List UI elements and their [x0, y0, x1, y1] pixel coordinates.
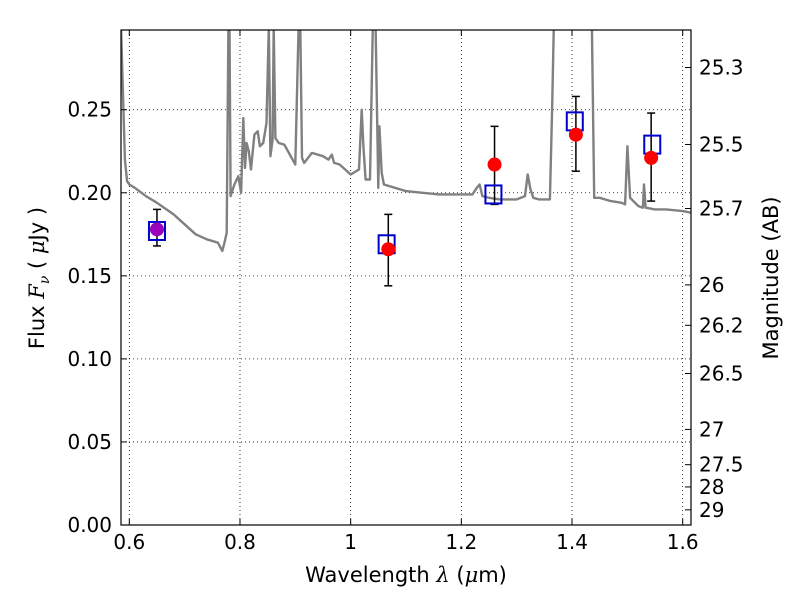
y-tick-label: 0.20	[67, 181, 112, 205]
ticks: 0.6 0.8 1 1.2 1.4 1.6 0.00 0.05 0.10 0.15 0.20 0.25…	[67, 30, 744, 554]
x-tick-label: 0.6	[113, 530, 145, 554]
observed-circle-marker	[149, 222, 164, 237]
spectrum-line-group	[121, 30, 691, 253]
magnitude-tick-label: 25.5	[699, 132, 744, 156]
magnitude-tick-label: 26	[699, 273, 724, 297]
model-square-marker	[484, 184, 503, 205]
markers	[147, 111, 662, 257]
spectrum-line	[121, 30, 691, 253]
x-tick-label: 1.6	[667, 530, 699, 554]
x-axis-label: Wavelength λ (μm)	[305, 563, 507, 587]
x-tick-label: 0.8	[224, 530, 256, 554]
magnitude-tick-label: 27	[699, 417, 724, 441]
magnitude-axis-label: Magnitude (AB)	[759, 196, 783, 359]
x-tick-label: 1	[344, 530, 357, 554]
observed-circle-marker	[568, 127, 583, 142]
y-tick-label: 0.10	[67, 347, 112, 371]
magnitude-tick-label: 26.2	[699, 313, 744, 337]
y-tick-label: 0.25	[67, 98, 112, 122]
magnitude-tick-label: 25.7	[699, 196, 744, 220]
magnitude-tick-label: 25.3	[699, 56, 744, 80]
y-tick-label: 0.15	[67, 264, 112, 288]
observed-circle-marker	[487, 157, 502, 172]
magnitude-tick-label: 27.5	[699, 453, 744, 477]
magnitude-tick-label: 26.5	[699, 362, 744, 386]
plot-frame	[120, 29, 692, 526]
y-axis-label: Flux Fν ( μJy )	[25, 207, 53, 349]
x-tick-label: 1.2	[445, 530, 477, 554]
observed-circle-marker	[644, 150, 659, 165]
magnitude-tick-label: 28	[699, 475, 724, 499]
y-tick-label: 0.00	[67, 513, 112, 537]
y-tick-label: 0.05	[67, 430, 112, 454]
grid	[121, 30, 691, 525]
model-square-marker	[147, 220, 166, 241]
x-tick-label: 1.4	[556, 530, 588, 554]
observed-circle-marker	[381, 242, 396, 257]
magnitude-tick-label: 29	[699, 498, 724, 522]
